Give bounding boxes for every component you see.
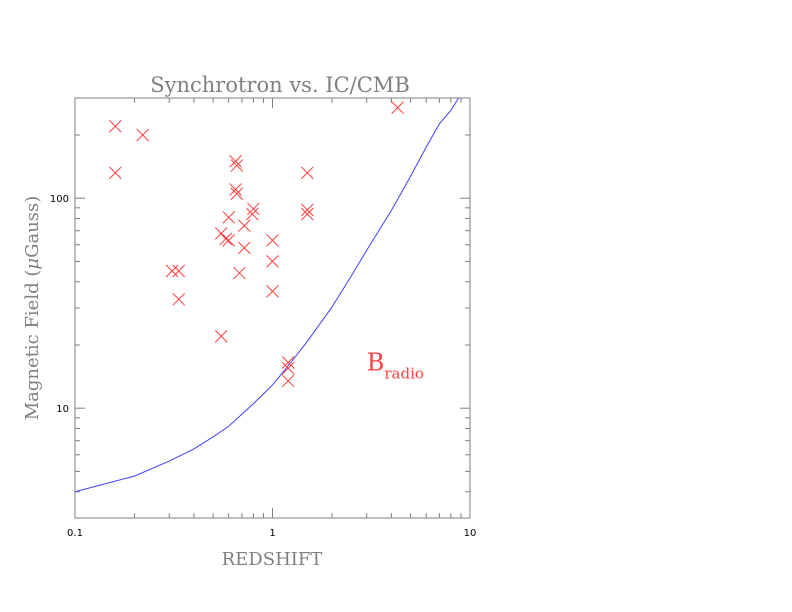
axis-tick-labels: 0.1 1 10 10 100 (50, 194, 476, 539)
x-marker (281, 361, 295, 375)
x-marker (266, 233, 279, 247)
x-marker (222, 211, 236, 224)
x-marker (230, 187, 244, 201)
x-tick-label: 0.1 (67, 528, 83, 539)
y-tick-label: 100 (50, 194, 69, 205)
x-marker (229, 183, 242, 196)
x-marker (108, 166, 122, 180)
x-marker (391, 101, 404, 114)
x-marker (222, 233, 236, 247)
model-curve (74, 97, 459, 493)
x-tick-label: 1 (269, 528, 275, 539)
y-axis-label-main: Magnetic Field ( (22, 270, 43, 421)
x-marker (233, 266, 246, 280)
x-marker (300, 207, 314, 221)
curves (74, 97, 459, 493)
x-axis-label: REDSHIFT (222, 549, 323, 570)
x-marker (172, 264, 186, 278)
x-marker (266, 255, 279, 268)
axis-ticks (74, 97, 471, 519)
annotation-subscript: radio (384, 365, 424, 383)
y-axis-label-greek: μ (22, 258, 43, 270)
x-tick-label: 10 (464, 528, 477, 539)
annotation-main: B (367, 349, 385, 377)
x-marker (108, 119, 122, 133)
x-marker (281, 374, 295, 388)
x-marker (281, 356, 295, 369)
x-marker (230, 159, 244, 172)
x-marker (229, 154, 242, 168)
chart-title: Synchrotron vs. IC/CMB (150, 73, 410, 97)
x-marker (172, 292, 186, 306)
plot-area-border (74, 97, 471, 519)
x-marker (237, 241, 251, 255)
plot-frame (74, 97, 471, 519)
x-marker (245, 207, 259, 221)
x-marker (247, 202, 260, 216)
x-marker (266, 285, 279, 298)
x-marker (165, 264, 179, 278)
x-marker (136, 128, 149, 142)
y-axis-label: Magnetic Field (μGauss) (22, 196, 43, 421)
x-marker (237, 219, 251, 233)
x-marker (214, 329, 228, 343)
y-axis-label-rest: Gauss) (22, 196, 43, 258)
x-marker (300, 203, 314, 217)
data-markers (108, 101, 404, 388)
x-marker (300, 166, 314, 180)
y-tick-label: 10 (56, 404, 69, 415)
b-radio-annotation: Bradio (367, 349, 424, 383)
x-marker (219, 232, 233, 246)
